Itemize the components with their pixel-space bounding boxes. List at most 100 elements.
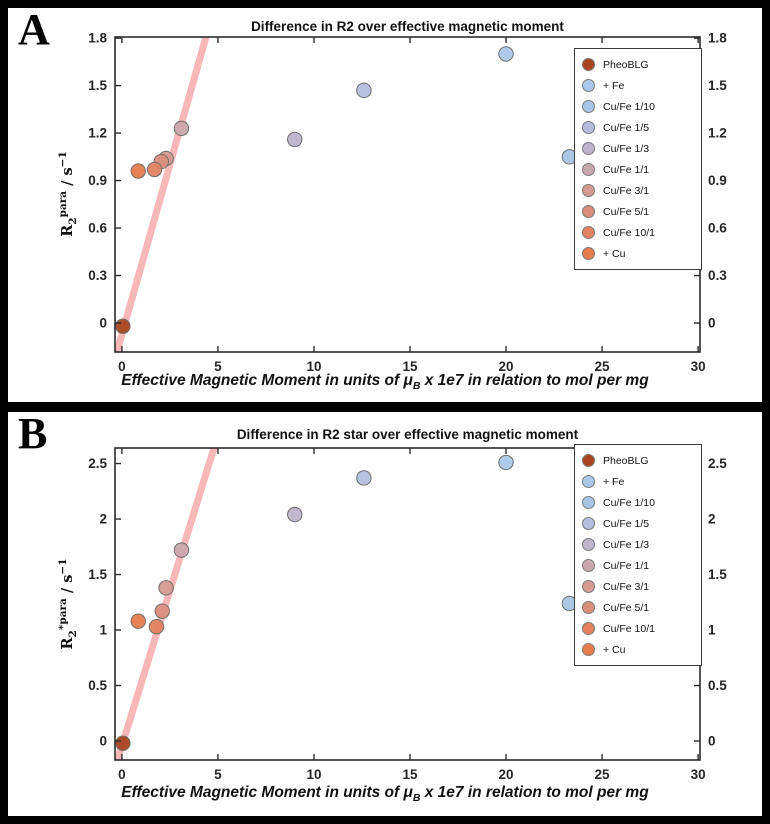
x-tick-label: 15	[402, 767, 418, 782]
legend-label: + Cu	[603, 643, 626, 656]
legend-label: Cu/Fe 3/1	[603, 580, 650, 593]
chart-title-a: Difference in R2 over effective magnetic…	[251, 19, 564, 34]
legend-b: PheoBLG + Fe Cu/Fe 1/10 Cu/Fe 1/5 Cu/Fe 1/3 C…	[574, 444, 702, 666]
legend-marker-icon	[582, 205, 595, 218]
legend-item-fe: + Fe	[582, 471, 694, 492]
legend-marker-icon	[582, 184, 595, 197]
y-tick-label-right: 1.8	[708, 31, 727, 46]
scatter-point-cu	[130, 613, 146, 629]
legend-label: Cu/Fe 1/10	[603, 100, 655, 113]
legend-item-cu-fe-1-1: Cu/Fe 1/1	[582, 159, 694, 180]
y-tick-label-left: 1	[99, 623, 107, 638]
scatter-plot-a: 0 5 10 15 20 25 30 0 0 0.3 0.3 0.6 0.6 0.9 0.9 1.2 1.2 1.…	[88, 31, 727, 374]
x-tick-label: 15	[402, 359, 418, 374]
scatter-point-fe	[498, 46, 514, 62]
y-tick-label-left: 1.2	[88, 126, 107, 141]
legend-item-cu-fe-1-5: Cu/Fe 1/5	[582, 117, 694, 138]
scatter-point-cu-fe-3-1	[158, 580, 174, 596]
legend-item-cu-fe-1-3: Cu/Fe 1/3	[582, 138, 694, 159]
y-tick-label-right: 0	[708, 316, 716, 331]
trend-line	[115, 448, 218, 760]
x-tick-label: 25	[595, 767, 611, 782]
y-tick-label-left: 0.6	[88, 221, 107, 236]
legend-marker-icon	[582, 517, 595, 530]
y-tick-label-right: 0	[708, 734, 716, 749]
legend-label: Cu/Fe 5/1	[603, 205, 650, 218]
y-tick-label-right: 0.9	[708, 173, 727, 188]
x-tick-label: 20	[499, 359, 514, 374]
panel-b: B Difference in R2 star over effective m…	[8, 412, 762, 816]
legend-label: PheoBLG	[603, 58, 649, 71]
y-tick-label-right: 0.3	[708, 268, 727, 283]
panel-label-a: A	[18, 8, 50, 54]
x-axis-label-a: Effective Magnetic Moment in units of μB…	[48, 372, 722, 392]
legend-label: Cu/Fe 1/5	[603, 517, 650, 530]
legend-marker-icon	[582, 454, 595, 467]
legend-label: + Cu	[603, 247, 626, 260]
legend-label: Cu/Fe 5/1	[603, 601, 650, 614]
y-tick-label-left: 0	[99, 734, 107, 749]
panel-a: A Difference in R2 over effective magnet…	[8, 8, 762, 402]
legend-a: PheoBLG + Fe Cu/Fe 1/10 Cu/Fe 1/5 Cu/Fe 1/3 C…	[574, 48, 702, 270]
scatter-point-cu-fe-1-1	[173, 542, 190, 558]
scatter-point-cu-fe-10-1	[148, 618, 165, 635]
legend-label: PheoBLG	[603, 454, 649, 467]
y-tick-label-left: 0	[99, 316, 107, 331]
scatter-point-fe	[498, 454, 514, 471]
legend-marker-icon	[582, 226, 595, 239]
legend-label: Cu/Fe 1/1	[603, 163, 650, 176]
y-tick-label-left: 0.9	[88, 173, 107, 188]
mu-subscript: B	[412, 792, 421, 804]
y-tick-label-right: 0.5	[708, 678, 727, 693]
legend-label: Cu/Fe 1/5	[603, 121, 650, 134]
legend-item-cu-fe-10-1: Cu/Fe 10/1	[582, 222, 694, 243]
scatter-point-cu-fe-1-1	[173, 120, 190, 137]
scatter-point-cu-fe-1-5	[356, 82, 372, 99]
legend-item-cu-fe-5-1: Cu/Fe 5/1	[582, 597, 694, 618]
ylabel-base: R	[59, 224, 76, 237]
legend-item-cu-fe-3-1: Cu/Fe 3/1	[582, 576, 694, 597]
xlabel-text-post: x 1e7 in relation to mol per mg	[420, 372, 649, 389]
scatter-point-pheoblg	[115, 318, 131, 334]
legend-item-pheoblg: PheoBLG	[582, 54, 694, 75]
x-tick-label: 5	[214, 359, 222, 374]
x-tick-label: 10	[306, 359, 321, 374]
legend-marker-icon	[582, 247, 595, 260]
legend-item-cu: + Cu	[582, 243, 694, 264]
scatter-plot-b: 0 5 10 15 20 25 30 0 0 0.5 0.5 1 1 1.5 1.5 2 2 2.5 2.5	[88, 447, 727, 782]
legend-label: Cu/Fe 3/1	[603, 184, 650, 197]
scatter-point-cu	[130, 163, 146, 179]
legend-marker-icon	[582, 496, 595, 509]
legend-label: Cu/Fe 1/3	[603, 538, 650, 551]
legend-item-cu-fe-10-1: Cu/Fe 10/1	[582, 618, 694, 639]
y-tick-label-left: 1.5	[88, 567, 107, 582]
x-tick-label: 0	[118, 767, 126, 782]
y-tick-label-right: 0.6	[708, 221, 727, 236]
panel-label-b: B	[18, 412, 48, 458]
legend-label: Cu/Fe 10/1	[603, 226, 655, 239]
legend-marker-icon	[582, 163, 595, 176]
legend-marker-icon	[582, 643, 595, 656]
legend-marker-icon	[582, 580, 595, 593]
ylabel-unit: / s	[59, 574, 76, 599]
scatter-point-pheoblg	[115, 735, 131, 751]
y-tick-label-left: 1.8	[88, 31, 107, 46]
ylabel-unit: / s	[59, 167, 76, 191]
y-tick-label-right: 1.5	[708, 567, 727, 582]
x-tick-label: 5	[214, 767, 222, 782]
mu-symbol: μ	[403, 372, 413, 389]
x-tick-label: 25	[595, 359, 611, 374]
legend-marker-icon	[582, 58, 595, 71]
ylabel-unit-exponent: −1	[57, 151, 69, 168]
scatter-point-cu-fe-1-5	[356, 470, 372, 486]
legend-item-cu-fe-1-3: Cu/Fe 1/3	[582, 534, 694, 555]
y-tick-label-left: 2.5	[88, 456, 107, 471]
legend-marker-icon	[582, 475, 595, 488]
legend-marker-icon	[582, 538, 595, 551]
ylabel-superscript: *para	[57, 598, 69, 631]
y-tick-label-left: 0.3	[88, 268, 107, 283]
legend-item-pheoblg: PheoBLG	[582, 450, 694, 471]
legend-item-cu-fe-1-10: Cu/Fe 1/10	[582, 96, 694, 117]
legend-marker-icon	[582, 142, 595, 155]
legend-label: Cu/Fe 1/1	[603, 559, 650, 572]
